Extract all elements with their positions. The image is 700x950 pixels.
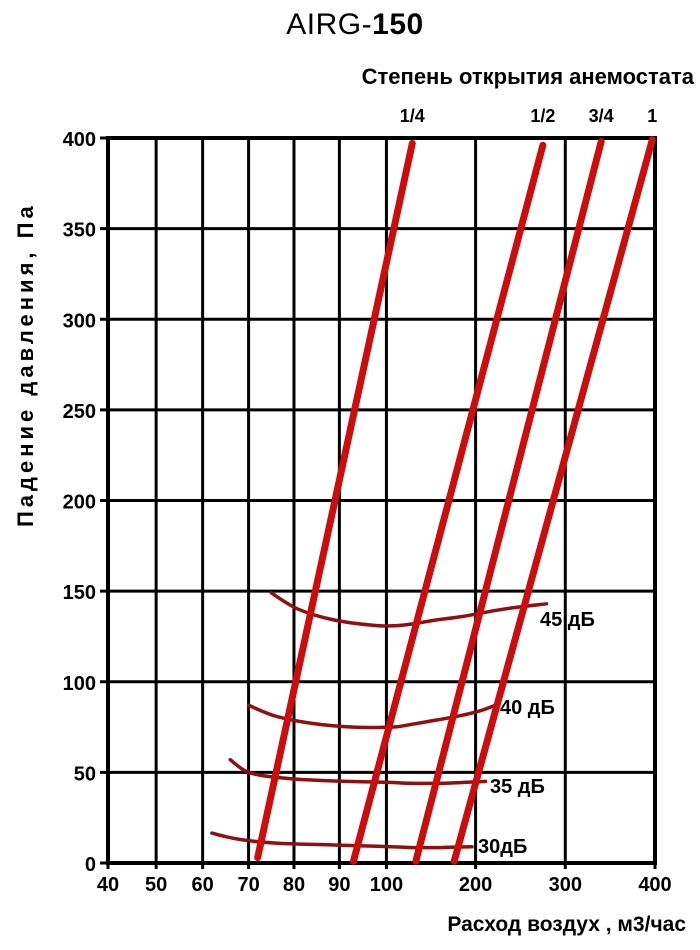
x-tick-label: 100 bbox=[370, 874, 403, 896]
opening-degree-line bbox=[450, 136, 656, 865]
x-tick-label: 200 bbox=[459, 874, 492, 896]
title-model: 150 bbox=[372, 8, 424, 41]
y-tick-label: 100 bbox=[63, 673, 96, 695]
y-tick-label: 350 bbox=[63, 220, 96, 242]
y-tick-label: 0 bbox=[85, 854, 96, 876]
y-tick-label: 50 bbox=[74, 763, 96, 785]
opening-degree-line bbox=[412, 138, 605, 865]
noise-curve bbox=[228, 757, 488, 786]
opening-degree-label: 1 bbox=[647, 106, 657, 126]
noise-curve-label: 30дБ bbox=[478, 836, 527, 858]
x-tick-label: 40 bbox=[97, 874, 119, 896]
noise-curve bbox=[246, 703, 498, 730]
x-tick-label: 400 bbox=[638, 874, 671, 896]
x-tick-label: 80 bbox=[283, 874, 305, 896]
x-tick-label: 60 bbox=[192, 874, 214, 896]
x-tick-label: 50 bbox=[145, 874, 167, 896]
y-tick-label: 150 bbox=[63, 582, 96, 604]
chart-title: AIRG-150 bbox=[0, 8, 700, 42]
noise-curve-label: 40 дБ bbox=[500, 697, 555, 719]
opening-degree-label: 1/4 bbox=[400, 106, 425, 126]
y-tick-label: 300 bbox=[63, 310, 96, 332]
opening-degree-label: 3/4 bbox=[589, 106, 614, 126]
noise-curve bbox=[210, 831, 474, 850]
title-prefix: AIRG- bbox=[286, 8, 373, 41]
y-tick-label: 250 bbox=[63, 401, 96, 423]
y-axis-title: Падение давления, Па bbox=[13, 202, 38, 527]
opening-degree-line bbox=[254, 139, 416, 862]
x-axis-title: Расход воздух , м3/час bbox=[447, 913, 686, 936]
x-tick-label: 70 bbox=[237, 874, 259, 896]
y-tick-label: 400 bbox=[63, 129, 96, 151]
x-tick-label: 300 bbox=[549, 874, 582, 896]
noise-curve-label: 45 дБ bbox=[540, 609, 595, 631]
chart-subtitle: Степень открытия анемостата bbox=[361, 64, 694, 89]
noise-curve-label: 35 дБ bbox=[490, 776, 545, 798]
x-tick-label: 90 bbox=[328, 874, 350, 896]
plot-frame bbox=[106, 136, 657, 865]
opening-degree-line bbox=[349, 141, 547, 865]
y-tick-label: 200 bbox=[63, 492, 96, 514]
opening-degree-label: 1/2 bbox=[530, 106, 555, 126]
